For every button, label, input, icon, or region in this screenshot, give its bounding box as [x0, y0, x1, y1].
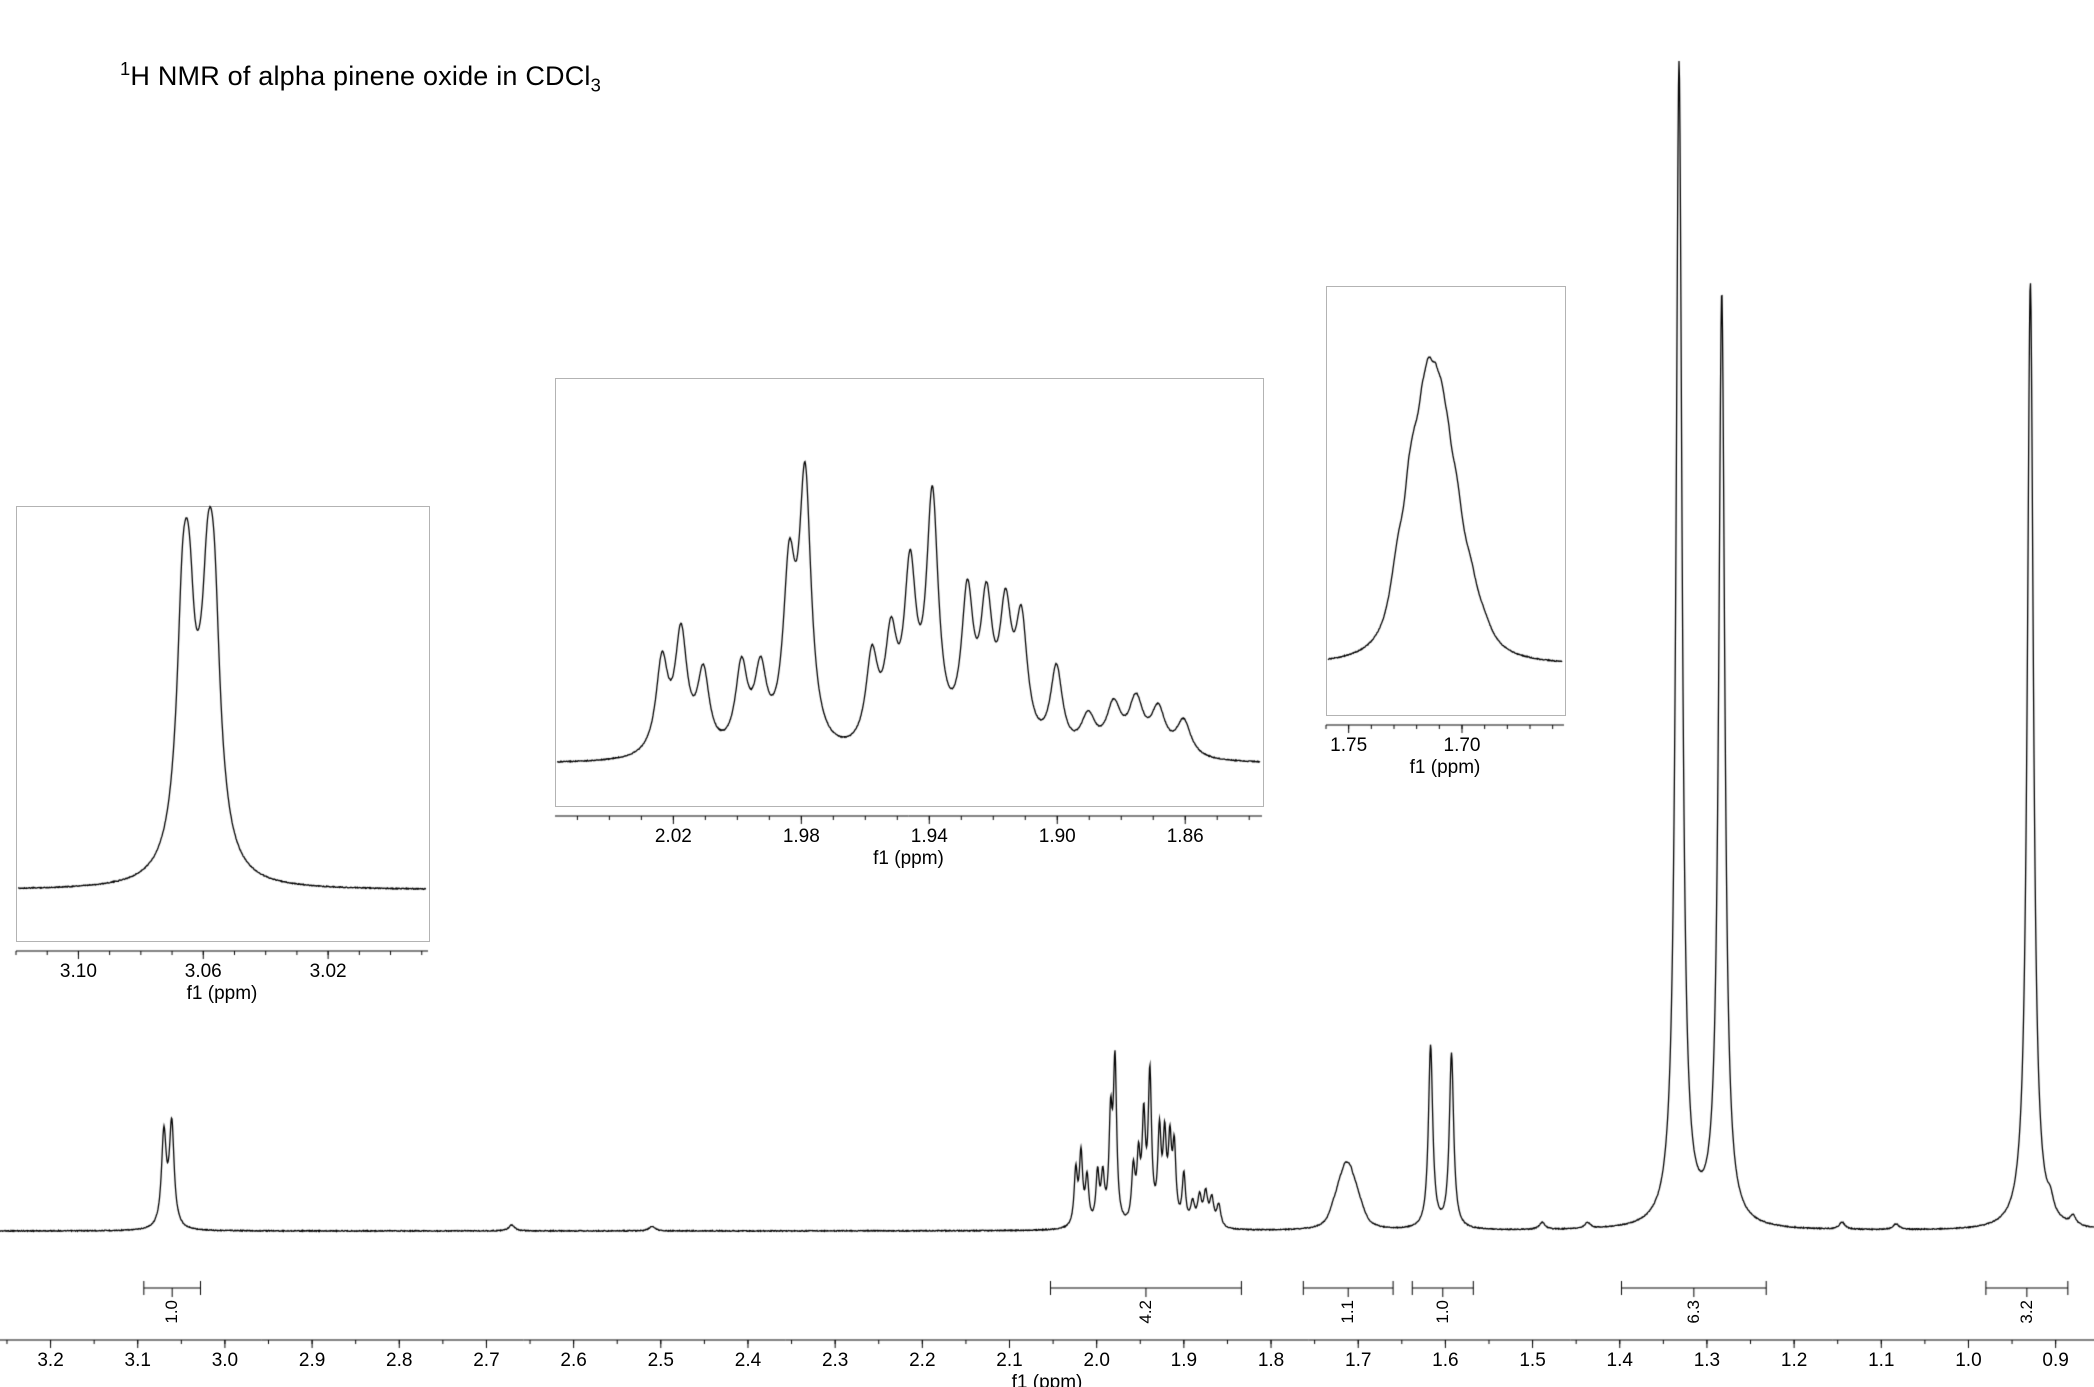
title-subscript: 3 — [590, 74, 602, 96]
title-superscript: 1 — [120, 58, 131, 79]
spectrum-title: 1H NMR of alpha pinene oxide in CDCl3 — [120, 58, 601, 96]
title-text: H NMR of alpha pinene oxide in CDCl — [130, 61, 591, 91]
